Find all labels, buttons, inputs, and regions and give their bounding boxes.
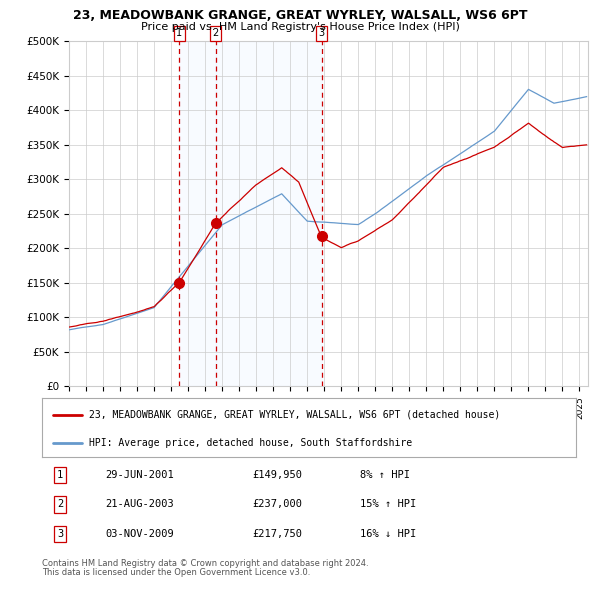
Bar <box>179 41 216 386</box>
Text: £217,750: £217,750 <box>252 529 302 539</box>
Bar <box>216 41 322 386</box>
Text: 2: 2 <box>213 28 219 38</box>
Text: 21-AUG-2003: 21-AUG-2003 <box>105 500 174 509</box>
Text: 16% ↓ HPI: 16% ↓ HPI <box>360 529 416 539</box>
Text: Price paid vs. HM Land Registry's House Price Index (HPI): Price paid vs. HM Land Registry's House … <box>140 22 460 32</box>
Text: 2: 2 <box>57 500 63 509</box>
Text: 3: 3 <box>319 28 325 38</box>
Text: 8% ↑ HPI: 8% ↑ HPI <box>360 470 410 480</box>
Text: Contains HM Land Registry data © Crown copyright and database right 2024.: Contains HM Land Registry data © Crown c… <box>42 559 368 568</box>
Text: 03-NOV-2009: 03-NOV-2009 <box>105 529 174 539</box>
Text: HPI: Average price, detached house, South Staffordshire: HPI: Average price, detached house, Sout… <box>89 438 412 447</box>
Text: 1: 1 <box>57 470 63 480</box>
Text: £149,950: £149,950 <box>252 470 302 480</box>
Text: 23, MEADOWBANK GRANGE, GREAT WYRLEY, WALSALL, WS6 6PT (detached house): 23, MEADOWBANK GRANGE, GREAT WYRLEY, WAL… <box>89 410 500 419</box>
Text: 1: 1 <box>176 28 182 38</box>
Text: 29-JUN-2001: 29-JUN-2001 <box>105 470 174 480</box>
Text: 23, MEADOWBANK GRANGE, GREAT WYRLEY, WALSALL, WS6 6PT: 23, MEADOWBANK GRANGE, GREAT WYRLEY, WAL… <box>73 9 527 22</box>
Text: This data is licensed under the Open Government Licence v3.0.: This data is licensed under the Open Gov… <box>42 568 310 577</box>
Text: 3: 3 <box>57 529 63 539</box>
Text: 15% ↑ HPI: 15% ↑ HPI <box>360 500 416 509</box>
Text: £237,000: £237,000 <box>252 500 302 509</box>
